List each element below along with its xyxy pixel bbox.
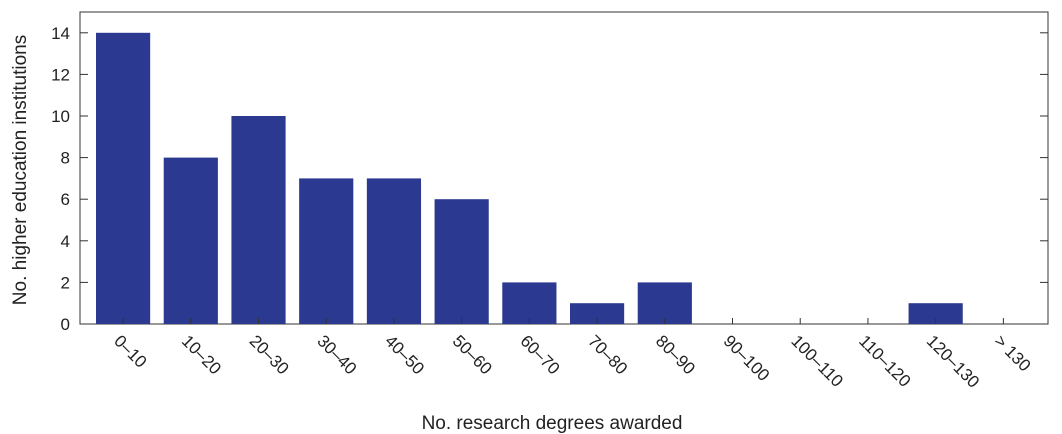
x-tick-label: 70–80 [584,331,631,378]
x-tick-label: 60–70 [517,331,564,378]
y-tick-label: 12 [51,65,70,84]
bar [434,199,489,324]
bar [96,32,151,325]
x-tick-label: 80–90 [652,331,699,378]
y-tick-label: 6 [61,190,70,209]
x-tick-label: 90–100 [720,331,774,385]
x-tick-label: 10–20 [178,331,225,378]
y-tick-label: 4 [61,232,70,251]
x-tick-label: 100–110 [787,331,846,390]
x-tick-label: > 130 [991,331,1035,375]
x-tick-label: 40–50 [381,331,428,378]
x-axis-title: No. research degrees awarded [422,413,683,434]
y-tick-label: 0 [61,315,70,334]
x-tick-label: 0–10 [110,331,150,371]
x-tick-label: 20–30 [246,331,293,378]
bar [299,178,354,324]
bar [366,178,422,324]
plot-area: 0 2 4 6 8 10 12 14 0–10 10–20 20–30 30–40 40–50 50–60… [51,11,1049,392]
x-tick-label: 120–130 [923,331,983,391]
y-tick-label: 2 [61,273,70,292]
bar [163,157,218,324]
bar [637,282,692,324]
x-tick-label: 30–40 [313,331,360,378]
plot-frame [79,11,1049,325]
y-tick-label: 14 [51,24,70,43]
bar [908,303,963,324]
bar [231,116,286,324]
y-axis-title: No. higher education institutions [10,35,31,305]
y-tick-label: 8 [61,149,70,168]
x-tick-label: 50–60 [449,331,496,378]
y-tick-label: 10 [51,107,70,126]
x-tick-label: 110–120 [855,331,914,390]
bar [570,303,625,324]
bar [502,282,557,324]
